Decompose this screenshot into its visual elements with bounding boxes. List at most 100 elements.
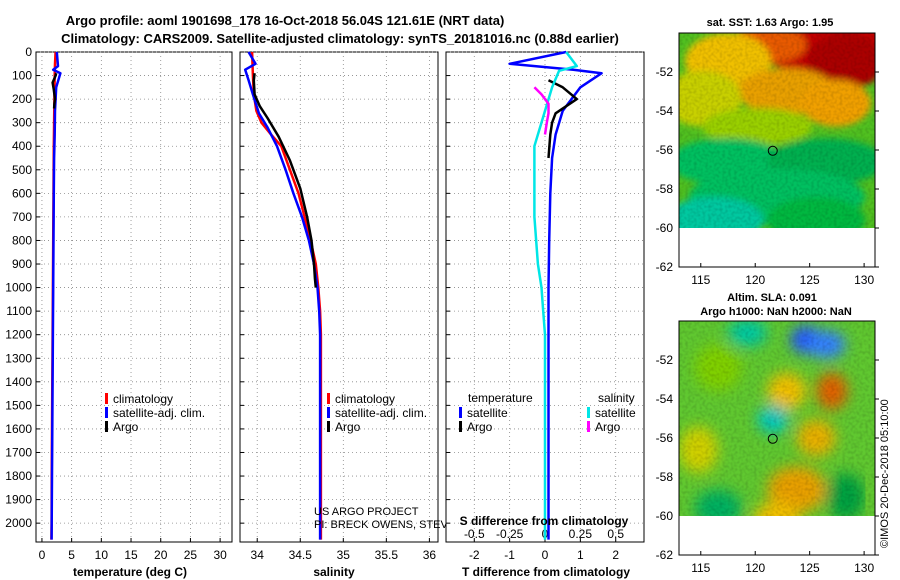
- legend-temp-satellite: satellite: [467, 406, 508, 420]
- legend-satellite: satellite-adj. clim.: [335, 406, 427, 420]
- series-line-temperature-satellite: [508, 50, 603, 540]
- depth-tick-label: 1500: [5, 398, 32, 412]
- depth-tick-label: 1300: [5, 351, 32, 365]
- latitude-tick-label: -56: [656, 431, 674, 445]
- longitude-tick-label: 125: [800, 561, 820, 575]
- longitude-tick-label: 125: [800, 273, 820, 287]
- legend-swatch-climatology: [327, 393, 330, 404]
- latitude-tick-label: -58: [656, 182, 674, 196]
- salinity-plot-frame: [239, 51, 439, 543]
- depth-tick-label: 1700: [5, 445, 32, 459]
- legend-sal-satellite: satellite: [595, 406, 636, 420]
- legend-swatch-satellite: [105, 407, 108, 418]
- x-tick-label: 1: [577, 548, 584, 562]
- imos-watermark: ©IMOS 20-Dec-2018 05:10:00: [879, 399, 891, 548]
- s-tick-label: -0.5: [464, 527, 485, 541]
- depth-tick-label: 1400: [5, 375, 32, 389]
- legend-swatch-climatology: [105, 393, 108, 404]
- legend-swatch-temp-satellite: [459, 407, 462, 418]
- legend-climatology: climatology: [113, 392, 173, 406]
- sla-map-panel: Altim. SLA: 0.091 Argo h1000: NaN h2000:…: [656, 292, 879, 575]
- figure-title-line1: Argo profile: aoml 1901698_178 16-Oct-20…: [66, 13, 505, 28]
- s-tick-label: 0.5: [607, 527, 624, 541]
- latitude-tick-label: -62: [656, 548, 674, 562]
- legend-swatch-temp-argo: [459, 421, 462, 432]
- legend-swatch-satellite: [327, 407, 330, 418]
- longitude-tick-label: 130: [854, 273, 874, 287]
- t-difference-label: T difference from climatology: [462, 565, 630, 579]
- series-line-argo: [51, 72, 58, 109]
- longitude-tick-label: 115: [691, 561, 710, 575]
- temperature-x-label: temperature (deg C): [73, 565, 187, 579]
- depth-tick-label: 1600: [5, 422, 32, 436]
- argo-location-marker: [767, 145, 778, 156]
- legend-satellite: satellite-adj. clim.: [113, 406, 205, 420]
- sla-map-subtitle: Argo h1000: NaN h2000: NaN: [700, 306, 852, 318]
- latitude-tick-label: -52: [656, 65, 674, 79]
- latitude-tick-label: -58: [656, 470, 674, 484]
- series-line-satellite-adj-clim-: [50, 51, 62, 540]
- series-line-argo: [252, 73, 318, 288]
- longitude-tick-label: 115: [691, 273, 710, 287]
- salinity-x-label: salinity: [313, 565, 355, 579]
- project-credit: US ARGO PROJECT: [314, 506, 419, 518]
- legend-temperature-title: temperature: [468, 391, 533, 405]
- figure-title-line2: Climatology: CARS2009. Satellite-adjuste…: [61, 31, 619, 46]
- temperature-profile-panel: 0100200300400500600700800900100011001200…: [5, 45, 233, 579]
- map-field: [679, 321, 875, 516]
- temperature-legend: climatology satellite-adj. clim. Argo: [105, 392, 205, 434]
- series-line-salinity-argo: [533, 86, 550, 135]
- depth-tick-label: 500: [12, 163, 32, 177]
- depth-tick-label: 900: [12, 257, 32, 271]
- depth-tick-label: 1000: [5, 281, 32, 295]
- map-field: [679, 33, 875, 228]
- depth-tick-label: 0: [25, 45, 32, 59]
- longitude-tick-label: 120: [745, 273, 765, 287]
- latitude-tick-label: -56: [656, 143, 674, 157]
- x-tick-label: 0: [39, 548, 46, 562]
- depth-tick-label: 2000: [5, 516, 32, 530]
- argo-location-marker: [767, 433, 778, 444]
- s-difference-label: S difference from climatology: [460, 514, 629, 528]
- x-tick-label: 36: [423, 548, 437, 562]
- depth-tick-label: 700: [12, 210, 32, 224]
- x-tick-label: 30: [213, 548, 227, 562]
- difference-legend: temperature satellite Argo salinity sate…: [459, 391, 636, 434]
- x-tick-label: 20: [154, 548, 168, 562]
- x-tick-label: 35: [337, 548, 351, 562]
- depth-tick-label: 800: [12, 233, 32, 247]
- salinity-legend: climatology satellite-adj. clim. Argo: [327, 392, 427, 434]
- s-tick-label: -0.25: [496, 527, 524, 541]
- depth-tick-label: 1800: [5, 469, 32, 483]
- latitude-tick-label: -60: [656, 509, 674, 523]
- x-tick-label: 35.5: [375, 548, 399, 562]
- legend-argo: Argo: [113, 420, 139, 434]
- sst-map-panel: sat. SST: 1.63 Argo: 1.95 115 120 125 130 -5…: [656, 17, 879, 287]
- temperature-plot-frame: [35, 51, 233, 543]
- x-tick-label: 34.5: [289, 548, 313, 562]
- legend-swatch-sal-satellite: [587, 407, 590, 418]
- depth-tick-label: 600: [12, 186, 32, 200]
- series-line-temperature-argo: [547, 79, 579, 159]
- x-tick-label: 34: [251, 548, 265, 562]
- depth-tick-label: 300: [12, 116, 32, 130]
- series-line-satellite-adj-clim-: [243, 51, 322, 540]
- latitude-tick-label: -54: [656, 104, 674, 118]
- depth-tick-label: 1200: [5, 328, 32, 342]
- x-tick-label: 0: [542, 548, 549, 562]
- depth-tick-label: 1100: [6, 304, 32, 318]
- latitude-tick-label: -52: [656, 353, 674, 367]
- latitude-tick-label: -54: [656, 392, 674, 406]
- legend-argo: Argo: [335, 420, 361, 434]
- x-tick-label: -1: [504, 548, 515, 562]
- sst-map-image: [679, 33, 875, 228]
- legend-temp-argo: Argo: [467, 420, 493, 434]
- legend-salinity-title: salinity: [598, 391, 635, 405]
- sla-map-title: Altim. SLA: 0.091: [727, 292, 817, 304]
- x-tick-label: 10: [95, 548, 109, 562]
- sla-map-image: [679, 321, 875, 516]
- depth-tick-label: 100: [12, 69, 32, 83]
- salinity-profile-panel: 34 34.5 35 35.5 36 climatology satellite-adj…: [239, 51, 571, 579]
